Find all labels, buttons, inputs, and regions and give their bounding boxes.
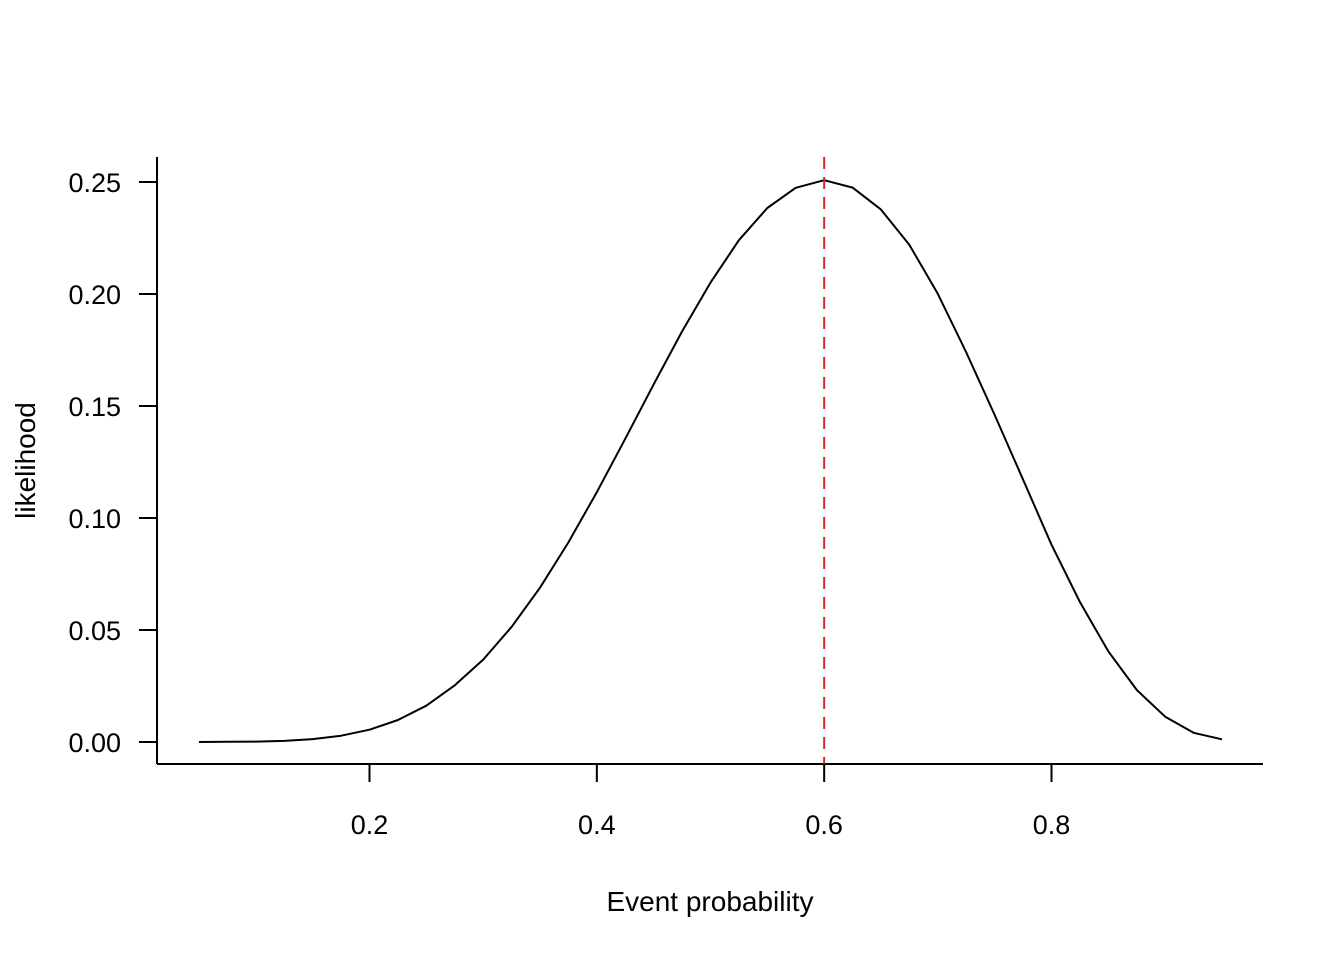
y-tick-label: 0.15 [68,392,121,422]
y-tick-label: 0.20 [68,280,121,310]
y-axis-title: likelihood [10,402,41,519]
y-tick-label: 0.05 [68,616,121,646]
x-axis-ticks: 0.2 0.4 0.6 0.8 [351,764,1071,840]
x-tick-label: 0.8 [1033,810,1071,840]
y-axis-ticks: 0.00 0.05 0.10 0.15 0.20 0.25 [68,168,157,758]
x-tick-label: 0.2 [351,810,389,840]
x-tick-label: 0.6 [805,810,843,840]
likelihood-curve [198,179,1223,743]
y-tick-label: 0.25 [68,168,121,198]
axes [156,157,1263,765]
x-axis-title: Event probability [606,886,813,917]
y-tick-label: 0.00 [68,728,121,758]
y-tick-label: 0.10 [68,504,121,534]
series [198,179,1223,743]
x-tick-label: 0.4 [578,810,616,840]
